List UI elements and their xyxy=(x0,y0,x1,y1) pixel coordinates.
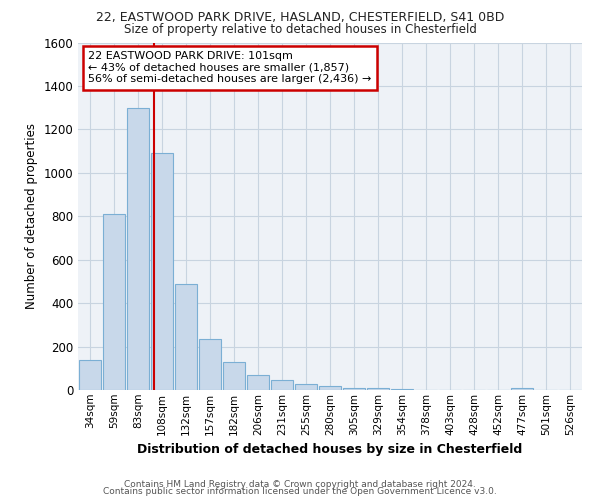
Bar xyxy=(319,386,341,390)
Bar xyxy=(295,384,317,390)
Bar xyxy=(511,388,533,390)
Bar xyxy=(367,388,389,390)
Bar xyxy=(199,339,221,390)
Bar xyxy=(79,360,101,390)
Bar xyxy=(391,389,413,390)
Bar xyxy=(247,375,269,390)
Y-axis label: Number of detached properties: Number of detached properties xyxy=(25,123,38,309)
Bar xyxy=(127,108,149,390)
Bar xyxy=(175,284,197,390)
Text: Contains public sector information licensed under the Open Government Licence v3: Contains public sector information licen… xyxy=(103,488,497,496)
Text: 22 EASTWOOD PARK DRIVE: 101sqm
← 43% of detached houses are smaller (1,857)
56% : 22 EASTWOOD PARK DRIVE: 101sqm ← 43% of … xyxy=(88,51,371,84)
Bar xyxy=(343,388,365,390)
Bar xyxy=(223,362,245,390)
Bar xyxy=(151,154,173,390)
X-axis label: Distribution of detached houses by size in Chesterfield: Distribution of detached houses by size … xyxy=(137,443,523,456)
Text: Size of property relative to detached houses in Chesterfield: Size of property relative to detached ho… xyxy=(124,22,476,36)
Bar xyxy=(103,214,125,390)
Bar xyxy=(271,380,293,390)
Text: Contains HM Land Registry data © Crown copyright and database right 2024.: Contains HM Land Registry data © Crown c… xyxy=(124,480,476,489)
Text: 22, EASTWOOD PARK DRIVE, HASLAND, CHESTERFIELD, S41 0BD: 22, EASTWOOD PARK DRIVE, HASLAND, CHESTE… xyxy=(96,11,504,24)
